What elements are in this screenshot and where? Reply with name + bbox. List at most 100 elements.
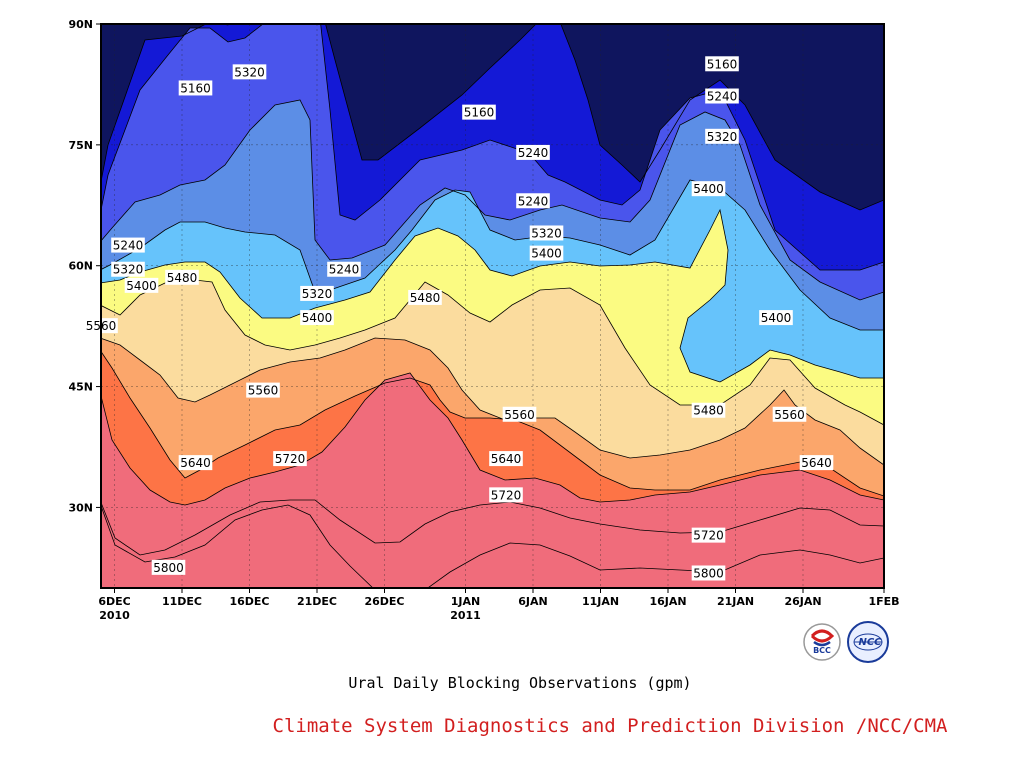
x-tick-sublabel: 2010	[99, 609, 130, 622]
credit-line: Climate System Diagnostics and Predictio…	[273, 715, 948, 737]
x-tick-label: 6DEC	[98, 595, 130, 608]
contour-label-text: 5400	[761, 311, 792, 325]
contour-label: 5480	[408, 289, 442, 305]
contour-label-text: 5320	[707, 130, 738, 144]
contour-label: 5400	[124, 277, 159, 293]
contour-label-text: 5240	[707, 90, 738, 104]
contour-label: 5160	[705, 56, 739, 72]
contour-label-bg	[705, 128, 739, 144]
contour-label: 5160	[178, 80, 213, 96]
contour-label-text: 5640	[180, 456, 211, 470]
contour-label-bg	[489, 487, 523, 503]
contour-label: 5560	[246, 382, 280, 398]
contour-label-bg	[124, 277, 159, 293]
contour-label-bg	[516, 144, 550, 160]
contour-label-text: 5160	[180, 81, 211, 95]
contour-line-5720	[101, 350, 884, 497]
contour-label: 5400	[300, 310, 334, 326]
contour-label-bg	[772, 406, 807, 422]
contour-label-text: 5640	[801, 456, 832, 470]
contour-label-text: 5320	[302, 287, 333, 301]
contour-label: 5400	[759, 310, 793, 326]
contour-label-bg	[691, 527, 726, 543]
contour-line-5800	[101, 499, 884, 556]
contour-label-text: 5320	[113, 263, 144, 277]
contour-label-text: 5160	[464, 106, 495, 120]
contour-label: 5720	[691, 527, 726, 543]
contour-label-bg	[691, 181, 726, 197]
contour-label: 5160	[462, 104, 496, 120]
contour-label-text: 5480	[167, 271, 198, 285]
contour-label: 5400	[529, 245, 564, 261]
x-tick-sublabel: 2011	[450, 609, 481, 622]
contour-label: 5720	[273, 451, 307, 467]
contour-label-text: 5720	[491, 488, 522, 502]
contour-label-bg	[111, 237, 145, 253]
contour-label-bg	[516, 193, 550, 209]
contour-label-bg	[178, 455, 213, 471]
x-tick-label: 16DEC	[229, 595, 269, 608]
contour-label: 5480	[165, 269, 199, 285]
grid-lines	[101, 24, 884, 588]
contour-line-5480	[101, 208, 884, 383]
contour-label-text: 5320	[531, 226, 562, 240]
contour-line-5400	[101, 179, 884, 331]
contour-label: 5480	[691, 402, 726, 418]
contour-label-bg	[529, 225, 564, 241]
contour-label-bg	[691, 565, 726, 581]
x-tick-label: 6JAN	[518, 595, 547, 608]
contour-label: 5800	[691, 565, 726, 581]
contour-label-text: 5240	[518, 146, 549, 160]
contour-label: 5800	[151, 559, 186, 575]
y-tick-label: 75N	[68, 139, 93, 152]
x-tick-label: 11DEC	[162, 595, 202, 608]
contour-label-bg	[691, 402, 726, 418]
contour-label-bg	[178, 80, 213, 96]
contour-line-5800	[101, 372, 884, 506]
contour-label: 5240	[705, 88, 739, 104]
contour-label-bg	[151, 559, 186, 575]
contour-label-text: 5400	[693, 182, 724, 196]
chart-title: Ural Daily Blocking Observations (gpm)	[348, 674, 691, 692]
contour-label-bg	[232, 64, 267, 80]
contour-label-bg	[705, 56, 739, 72]
contour-label: 5640	[178, 455, 213, 471]
bcc-logo-text: BCC	[813, 646, 831, 655]
contour-label: 5240	[111, 237, 145, 253]
y-tick-label: 60N	[68, 260, 93, 273]
y-tick-label: 90N	[68, 18, 93, 31]
contour-label-bg	[759, 310, 793, 326]
contour-label-bg	[529, 245, 564, 261]
contour-label: 5320	[111, 261, 145, 277]
ncc-logo: NCC	[847, 621, 889, 663]
contour-label-bg	[327, 261, 361, 277]
contour-line-5800	[101, 504, 884, 588]
contour-label-bg	[246, 382, 280, 398]
contour-label: 5640	[489, 451, 523, 467]
y-tick-label: 45N	[68, 381, 93, 394]
contour-label-bg	[408, 289, 442, 305]
contour-label: 5560	[502, 406, 537, 422]
x-tick-label: 1FEB	[868, 595, 899, 608]
contour-label-bg	[502, 406, 537, 422]
contour-label: 5240	[516, 144, 550, 160]
ncc-logo-text: NCC	[858, 637, 882, 648]
contour-label-text: 5160	[707, 57, 738, 71]
contour-label-bg	[300, 285, 334, 301]
contour-label-bg	[799, 455, 834, 471]
contour-label-text: 5400	[126, 279, 157, 293]
contour-label-bg	[462, 104, 496, 120]
contour-label: 5320	[529, 225, 564, 241]
contour-labels: 5160 5320 5160 5240 5160 5240 5320 5240 5320 5400…	[84, 56, 834, 581]
contour-label: 5240	[516, 193, 550, 209]
y-tick-label: 30N	[68, 501, 93, 514]
contour-label: 5320	[232, 64, 267, 80]
contour-line-5560	[101, 279, 884, 426]
contour-label-text: 5400	[531, 247, 562, 261]
x-tick-label: 26JAN	[784, 595, 821, 608]
contour-label-text: 5320	[234, 65, 265, 79]
contour-label-text: 5560	[504, 408, 535, 422]
plot-frame	[100, 23, 885, 589]
contour-label-text: 5480	[410, 291, 441, 305]
